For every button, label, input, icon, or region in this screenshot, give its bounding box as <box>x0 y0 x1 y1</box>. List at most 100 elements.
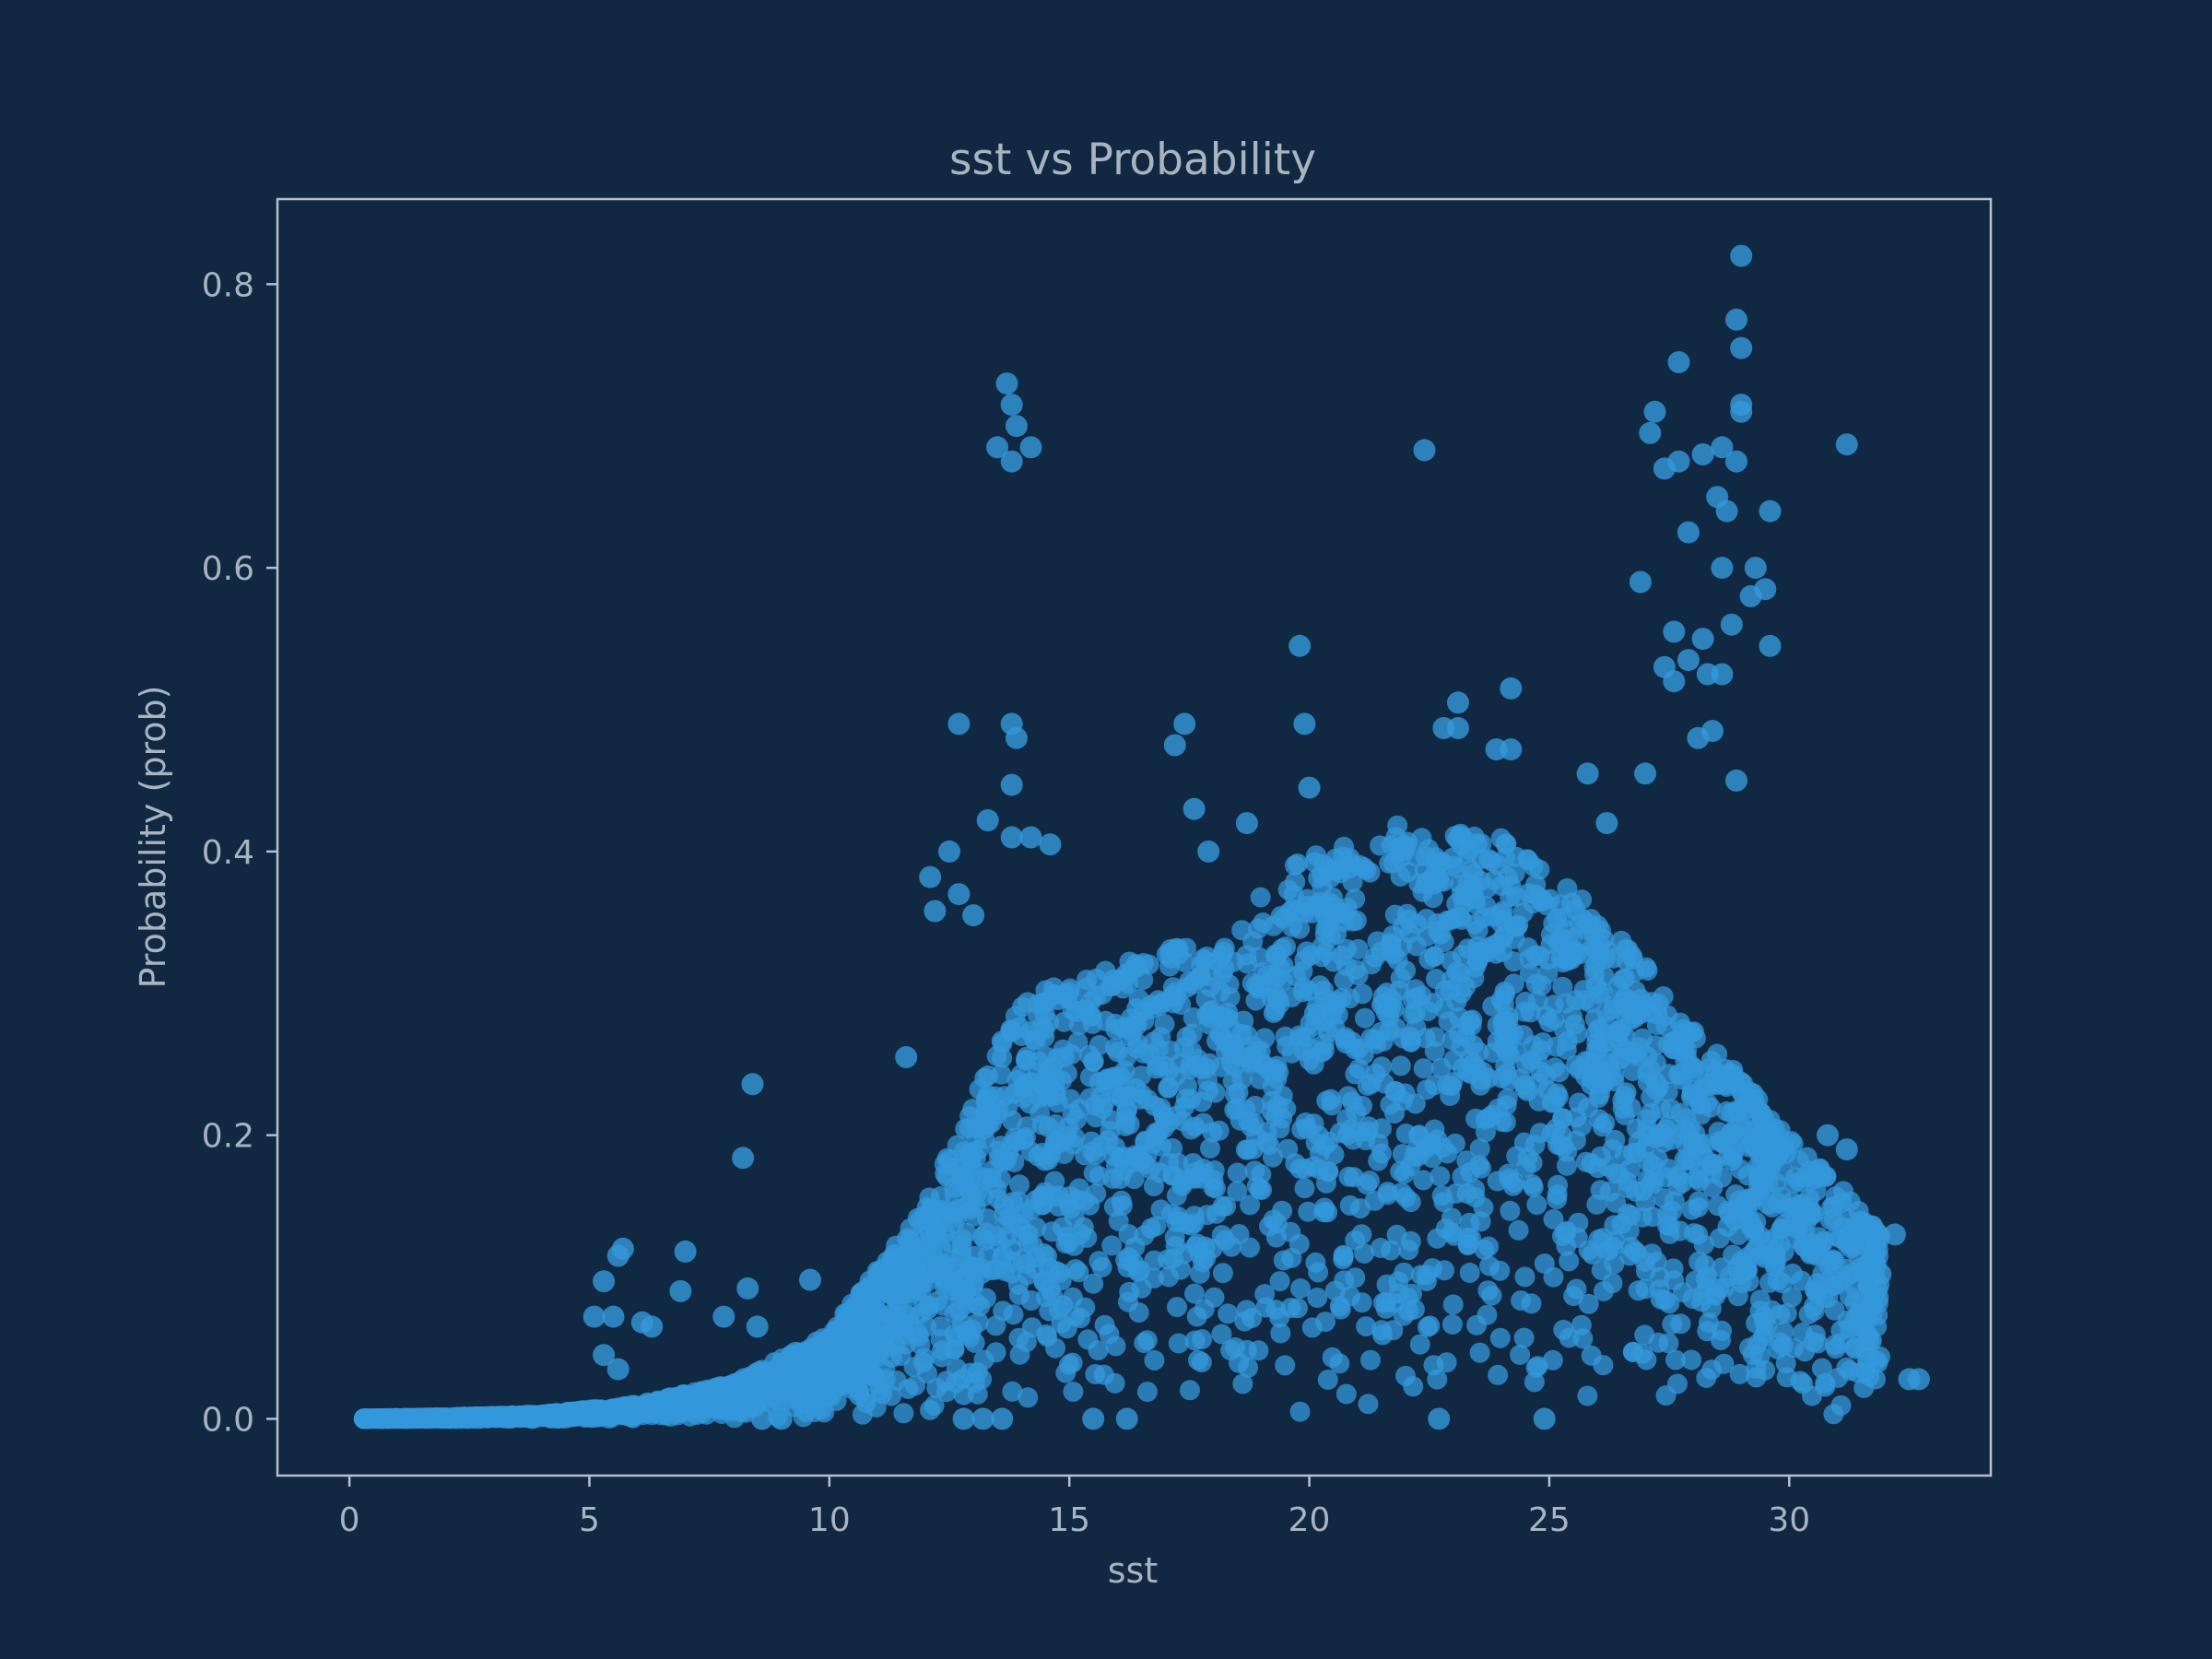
data-point <box>1496 833 1517 854</box>
data-point <box>1646 1252 1667 1272</box>
data-point <box>1261 987 1282 1008</box>
data-point <box>1009 1285 1030 1305</box>
data-point <box>849 1366 870 1387</box>
data-point-outlier <box>947 712 971 735</box>
data-point <box>1249 1069 1270 1089</box>
data-point <box>1421 1133 1442 1154</box>
data-point <box>1067 1189 1088 1210</box>
data-point <box>1372 1324 1394 1346</box>
data-point-outlier <box>732 1147 755 1170</box>
data-point-outlier <box>986 436 1009 459</box>
data-point-outlier <box>1039 833 1062 856</box>
x-axis-label: sst <box>1108 1550 1159 1591</box>
data-point <box>1440 980 1461 1001</box>
data-point <box>921 1230 942 1252</box>
data-point <box>1714 1075 1735 1095</box>
data-point <box>1566 1278 1587 1300</box>
data-point <box>1342 872 1363 893</box>
data-point-outlier <box>641 1315 664 1338</box>
data-point-outlier <box>895 1046 918 1068</box>
data-point <box>1091 1256 1112 1277</box>
data-point <box>1167 1297 1187 1318</box>
data-point <box>660 1394 681 1414</box>
data-point <box>1727 1257 1747 1278</box>
data-point-outlier <box>995 372 1018 395</box>
data-point <box>1372 1030 1394 1052</box>
data-point <box>1321 1005 1342 1026</box>
data-point-outlier <box>1197 840 1220 863</box>
data-point <box>1136 1144 1158 1165</box>
data-point <box>1619 1159 1641 1180</box>
data-point <box>738 1381 759 1402</box>
data-point <box>1692 1284 1713 1305</box>
data-point-outlier <box>1005 726 1028 749</box>
data-point <box>1554 1019 1575 1041</box>
data-point-outlier <box>1667 450 1690 473</box>
data-point <box>1342 911 1363 932</box>
data-point <box>1674 1149 1695 1171</box>
data-point <box>1759 1244 1780 1265</box>
data-point <box>1700 1057 1721 1078</box>
data-point <box>972 1226 993 1247</box>
data-point-outlier <box>1163 734 1186 757</box>
data-point <box>1263 1147 1283 1168</box>
data-point-outlier <box>976 809 999 831</box>
data-point <box>1662 1200 1683 1221</box>
data-point-outlier <box>799 1268 821 1291</box>
data-point <box>1290 1278 1311 1299</box>
data-point <box>1088 1166 1110 1187</box>
data-point <box>975 1288 996 1309</box>
data-point <box>1285 966 1306 987</box>
data-point <box>1616 1082 1637 1103</box>
data-point <box>1557 877 1578 899</box>
data-point <box>1136 1382 1158 1403</box>
data-point <box>1729 1190 1749 1211</box>
data-point <box>1293 1041 1314 1062</box>
data-point <box>1475 1109 1496 1130</box>
data-point <box>793 1406 814 1428</box>
data-point <box>1354 1242 1375 1264</box>
data-point <box>1352 1095 1372 1116</box>
data-point <box>1806 1281 1827 1302</box>
data-point <box>1379 853 1400 874</box>
data-point <box>1066 1109 1087 1130</box>
data-point <box>786 1347 806 1368</box>
data-point <box>1441 1207 1462 1229</box>
data-point-outlier <box>1663 670 1686 693</box>
data-point <box>947 1135 968 1156</box>
data-point-outlier <box>593 1270 616 1293</box>
data-point <box>936 1166 958 1187</box>
data-point <box>1761 1196 1783 1218</box>
data-point <box>1521 1293 1542 1314</box>
data-point <box>1318 1161 1339 1182</box>
data-point <box>1759 1272 1780 1293</box>
data-point <box>1289 918 1311 939</box>
data-point <box>1667 1175 1688 1196</box>
data-point <box>681 1391 701 1411</box>
data-point <box>1806 1245 1828 1266</box>
data-point <box>973 1186 994 1207</box>
data-point <box>1359 1171 1380 1192</box>
data-point <box>1065 1259 1086 1280</box>
data-point <box>1150 1199 1171 1220</box>
data-point <box>1397 1288 1418 1309</box>
data-point <box>1334 836 1354 857</box>
data-point <box>1864 1247 1885 1268</box>
data-point <box>919 1295 940 1316</box>
data-point <box>1825 1335 1845 1356</box>
data-point <box>1840 1191 1861 1212</box>
data-point-outlier <box>1634 762 1657 785</box>
data-point <box>1227 1162 1248 1183</box>
data-point <box>1728 1224 1749 1245</box>
data-point <box>1664 1030 1685 1052</box>
data-point <box>1466 833 1488 854</box>
data-point <box>1187 1049 1208 1069</box>
data-point-outlier <box>1019 826 1042 849</box>
data-point <box>1681 1349 1702 1371</box>
data-point <box>1006 1131 1028 1152</box>
data-point <box>1211 1324 1232 1345</box>
y-tick-label: 0.6 <box>202 550 254 588</box>
data-point <box>1356 859 1377 880</box>
data-point <box>1155 1055 1176 1077</box>
data-point-outlier <box>606 1358 629 1381</box>
